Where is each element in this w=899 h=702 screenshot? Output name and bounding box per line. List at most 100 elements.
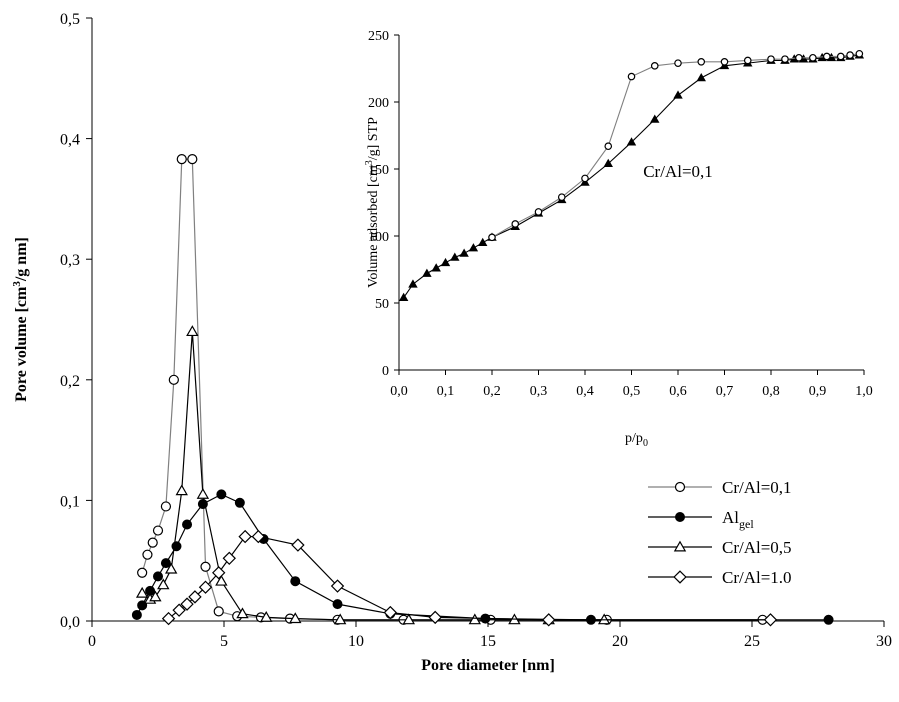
legend-label: Cr/Al=0,1 bbox=[722, 478, 792, 497]
inset-data-point bbox=[431, 263, 441, 272]
inset-data-point bbox=[743, 56, 752, 65]
x-tick-label: 30 bbox=[876, 633, 892, 650]
y-tick-label: 0,3 bbox=[60, 252, 80, 269]
inset-data-point bbox=[534, 208, 543, 216]
x-tick-label: 25 bbox=[744, 633, 760, 650]
inset-data-point bbox=[696, 72, 706, 82]
inset-x-tick-label: 0,0 bbox=[390, 384, 408, 399]
data-point bbox=[238, 529, 252, 544]
inset-data-point bbox=[604, 142, 613, 151]
inset-data-point bbox=[855, 49, 864, 58]
inset-data-point bbox=[781, 55, 789, 63]
data-point bbox=[468, 613, 482, 625]
inset-data-point bbox=[459, 248, 469, 257]
inset-series bbox=[398, 50, 865, 301]
inset-data-point bbox=[822, 52, 831, 61]
legend-label-sub: gel bbox=[739, 517, 754, 531]
inset-x-tick-label: 0,4 bbox=[576, 384, 594, 399]
x-tick-label: 20 bbox=[612, 633, 628, 650]
data-point bbox=[147, 537, 158, 548]
inset-data-point bbox=[422, 268, 432, 277]
data-point bbox=[168, 374, 179, 385]
data-point bbox=[175, 484, 188, 496]
x-tick-label: 10 bbox=[348, 633, 364, 650]
y-tick-label: 0,5 bbox=[60, 11, 80, 28]
inset-y-axis-label: Volume adsorbed [cm3/g] STP bbox=[364, 117, 381, 288]
legend-marker bbox=[674, 481, 686, 493]
y-axis-label-part: /g nm] bbox=[13, 237, 30, 282]
data-point bbox=[597, 613, 611, 625]
series bbox=[161, 529, 778, 627]
inset-data-point bbox=[809, 53, 817, 62]
inset-series-line bbox=[491, 53, 860, 238]
data-point bbox=[196, 487, 210, 499]
inset-x-tick-label: 0,5 bbox=[623, 384, 641, 399]
inset-x-tick-label: 0,2 bbox=[483, 384, 501, 399]
y-tick-label: 0,1 bbox=[60, 493, 80, 510]
data-point bbox=[198, 580, 213, 594]
legend-label: Algel bbox=[722, 508, 754, 531]
inset-series-line bbox=[403, 54, 860, 298]
data-point bbox=[289, 612, 302, 624]
inset-y-tick-label: 0 bbox=[382, 364, 389, 379]
data-point bbox=[161, 611, 176, 626]
inset-y-tick-label: 200 bbox=[368, 96, 389, 111]
inset-data-point bbox=[720, 57, 729, 66]
data-point bbox=[187, 154, 198, 165]
legend-marker bbox=[673, 540, 687, 552]
data-point bbox=[251, 529, 266, 544]
inset-x-tick-label: 0,6 bbox=[669, 384, 687, 399]
inset-series bbox=[488, 49, 864, 242]
data-point bbox=[332, 599, 343, 610]
data-point bbox=[172, 603, 186, 617]
data-point bbox=[222, 551, 236, 565]
data-point bbox=[137, 567, 148, 578]
inset-x-tick-label: 0,7 bbox=[716, 384, 734, 399]
inset-x-tick-label: 0,1 bbox=[437, 384, 455, 399]
data-point bbox=[200, 561, 211, 572]
data-point bbox=[402, 613, 416, 625]
data-point bbox=[160, 501, 172, 512]
data-point bbox=[153, 571, 163, 582]
legend-label-main: Al bbox=[722, 508, 739, 527]
data-point bbox=[152, 525, 164, 536]
legend: Cr/Al=0,1 Algel Cr/Al=0,5 Cr/Al=1.0 bbox=[648, 478, 792, 587]
inset-x-axis-label-sub: 0 bbox=[643, 438, 648, 449]
data-point bbox=[135, 586, 149, 598]
inset-y-axis-label-sup: 3 bbox=[364, 160, 375, 165]
inset-y-axis-label-part: /g] STP bbox=[366, 117, 381, 160]
x-tick-label: 15 bbox=[480, 633, 496, 650]
data-point bbox=[213, 606, 224, 617]
inset-data-point bbox=[468, 243, 479, 252]
series bbox=[131, 489, 834, 625]
series-line bbox=[141, 331, 605, 621]
legend-marker bbox=[673, 570, 687, 584]
data-point bbox=[291, 538, 305, 552]
inset-data-point bbox=[603, 158, 613, 167]
inset-y-tick-label: 150 bbox=[368, 163, 389, 178]
y-axis-label-part: Pore volume [cm bbox=[13, 286, 30, 402]
data-point bbox=[823, 614, 834, 625]
inset-data-point bbox=[557, 193, 566, 201]
inset-data-point bbox=[767, 55, 775, 63]
x-axis-label: Pore diameter [nm] bbox=[421, 657, 555, 674]
inset-y-tick-label: 250 bbox=[368, 29, 389, 44]
data-point bbox=[236, 607, 249, 619]
inset-data-point bbox=[836, 52, 845, 61]
inset-data-point bbox=[488, 233, 496, 242]
inset-data-point bbox=[674, 59, 682, 67]
inset-data-point bbox=[650, 62, 659, 70]
data-point bbox=[157, 578, 170, 590]
y-axis-label: Pore volume [cm3/g nm] bbox=[11, 237, 30, 402]
y-axis-label-sup: 3 bbox=[11, 281, 23, 287]
inset-data-point bbox=[440, 257, 451, 267]
data-point bbox=[542, 613, 556, 627]
data-point bbox=[234, 497, 245, 508]
data-point bbox=[330, 579, 345, 593]
inset-data-point bbox=[408, 279, 418, 288]
inset-x-axis-label-main: p/p bbox=[625, 431, 643, 446]
data-point bbox=[149, 590, 162, 602]
data-point bbox=[212, 566, 226, 580]
legend-label: Cr/Al=1.0 bbox=[722, 568, 792, 587]
